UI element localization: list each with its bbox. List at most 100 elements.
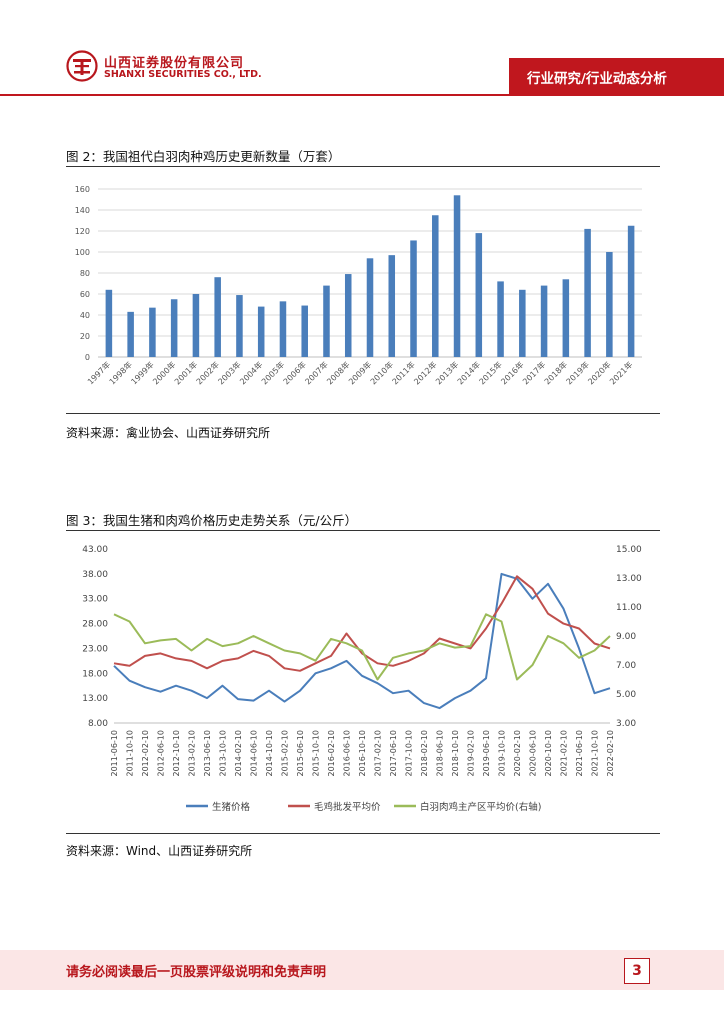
left-axis-tick-label: 43.00 xyxy=(82,545,108,555)
x-tick-label: 2001年 xyxy=(172,359,199,386)
figure-3-source: 资料来源：Wind、山西证券研究所 xyxy=(66,844,253,858)
x-tick-label: 2012-06-10 xyxy=(157,730,166,777)
x-tick-label: 1997年 xyxy=(85,359,112,386)
bar xyxy=(540,285,548,357)
bar xyxy=(149,307,156,357)
x-tick-label: 2017-10-10 xyxy=(405,730,414,777)
x-tick-label: 2019-10-10 xyxy=(498,730,507,777)
x-tick-label: 2011-10-10 xyxy=(126,730,135,777)
y-tick-label: 60 xyxy=(80,290,90,299)
x-tick-label: 2021-06-10 xyxy=(575,730,584,777)
y-tick-label: 160 xyxy=(75,185,90,194)
x-tick-label: 2020-10-10 xyxy=(544,730,553,777)
x-tick-label: 2015-02-10 xyxy=(281,730,290,777)
bar xyxy=(432,215,439,357)
bar xyxy=(279,301,287,357)
x-tick-label: 2014-02-10 xyxy=(234,730,243,777)
right-axis-tick-label: 9.00 xyxy=(616,632,636,642)
right-axis-tick-label: 15.00 xyxy=(616,545,642,555)
bar xyxy=(127,311,134,357)
y-tick-label: 40 xyxy=(80,311,90,320)
left-axis-tick-label: 18.00 xyxy=(82,669,108,679)
x-tick-label: 2017-06-10 xyxy=(389,730,398,777)
left-axis-tick-label: 28.00 xyxy=(82,620,108,630)
x-tick-label: 2015年 xyxy=(477,359,504,386)
x-tick-label: 2014-06-10 xyxy=(250,730,259,777)
x-tick-label: 2020-06-10 xyxy=(529,730,538,777)
x-tick-label: 2016-06-10 xyxy=(343,730,352,777)
page-number-box: 3 xyxy=(624,958,650,984)
disclaimer-text: 请务必阅读最后一页股票评级说明和免责声明 xyxy=(66,965,327,980)
x-tick-label: 2000年 xyxy=(150,359,177,386)
x-tick-label: 2021-10-10 xyxy=(591,730,600,777)
bar xyxy=(344,274,352,357)
section-tag: 行业研究/行业动态分析 xyxy=(509,58,724,94)
bar xyxy=(366,258,374,357)
x-tick-label: 2012-10-10 xyxy=(172,730,181,777)
x-tick-label: 2007年 xyxy=(303,359,330,386)
bar xyxy=(105,289,113,357)
x-tick-label: 2012-02-10 xyxy=(141,730,150,777)
company-name-en: SHANXI SECURITIES CO., LTD. xyxy=(104,69,262,80)
legend-label: 毛鸡批发平均价 xyxy=(314,801,381,813)
x-tick-label: 2018年 xyxy=(542,359,569,386)
series-line xyxy=(113,572,611,710)
bar xyxy=(410,240,417,357)
x-tick-label: 2017年 xyxy=(520,359,547,386)
right-axis-tick-label: 11.00 xyxy=(616,603,642,613)
bar xyxy=(301,305,308,357)
x-tick-label: 2009年 xyxy=(346,359,373,386)
x-tick-label: 2020-02-10 xyxy=(513,730,522,777)
x-tick-label: 1999年 xyxy=(129,359,156,386)
bar xyxy=(236,295,243,357)
series-line xyxy=(113,575,611,672)
x-tick-label: 2012年 xyxy=(412,359,439,386)
x-tick-label: 1998年 xyxy=(107,359,134,386)
x-tick-label: 2014年 xyxy=(455,359,482,386)
x-tick-label: 2021-02-10 xyxy=(560,730,569,777)
y-tick-label: 80 xyxy=(80,269,90,278)
x-tick-label: 2022-02-10 xyxy=(606,730,615,777)
legend-label: 生猪价格 xyxy=(212,801,251,813)
x-tick-label: 2016-10-10 xyxy=(358,730,367,777)
figure-3-title: 图 3：我国生猪和肉鸡价格历史走势关系（元/公斤） xyxy=(66,513,358,528)
figure-3-line-chart: 8.00 13.00 18.00 23.00 28.00 33.00 38.00 43.00 3… xyxy=(82,545,642,813)
right-axis-tick-label: 5.00 xyxy=(616,690,636,700)
x-tick-label: 2005年 xyxy=(259,359,286,386)
right-axis-tick-label: 7.00 xyxy=(616,661,636,671)
y-tick-label: 140 xyxy=(75,206,90,215)
x-tick-label: 2013年 xyxy=(433,359,460,386)
bar xyxy=(214,277,221,357)
x-tick-label: 2017-02-10 xyxy=(374,730,383,777)
figure-2-bar-chart: 0 20 40 60 80 100 120 140 160 1997年1998年1999年2000… xyxy=(75,185,642,386)
figure-2-title: 图 2：我国祖代白羽肉种鸡历史更新数量（万套） xyxy=(66,149,341,164)
bar xyxy=(453,195,461,357)
x-tick-label: 2011年 xyxy=(390,359,417,386)
x-tick-label: 2015-06-10 xyxy=(296,730,305,777)
right-axis-tick-label: 13.00 xyxy=(616,574,642,584)
y-tick-label: 100 xyxy=(75,248,90,257)
x-tick-label: 2019-02-10 xyxy=(467,730,476,777)
x-tick-label: 2004年 xyxy=(237,359,264,386)
x-tick-label: 2018-02-10 xyxy=(420,730,429,777)
x-tick-label: 2014-10-10 xyxy=(265,730,274,777)
bar xyxy=(606,252,613,357)
x-tick-label: 2002年 xyxy=(194,359,221,386)
page-number: 3 xyxy=(632,963,642,979)
figure-2-source: 资料来源：禽业协会、山西证券研究所 xyxy=(66,426,271,440)
figure-3-bottom-rule xyxy=(66,833,660,834)
bar xyxy=(388,255,396,357)
page-footer: 请务必阅读最后一页股票评级说明和免责声明 3 xyxy=(0,950,724,990)
left-axis-tick-label: 38.00 xyxy=(82,570,108,580)
bar xyxy=(562,279,570,357)
x-tick-label: 2008年 xyxy=(325,359,352,386)
series-line xyxy=(113,613,611,681)
x-tick-label: 2013-02-10 xyxy=(188,730,197,777)
right-axis-tick-label: 3.00 xyxy=(616,719,636,729)
company-logo-icon xyxy=(66,50,98,82)
x-tick-label: 2018-06-10 xyxy=(436,730,445,777)
legend-label: 白羽肉鸡主产区平均价(右轴) xyxy=(420,801,541,813)
bar xyxy=(257,306,265,357)
bar xyxy=(192,294,200,357)
x-tick-label: 2019年 xyxy=(564,359,591,386)
